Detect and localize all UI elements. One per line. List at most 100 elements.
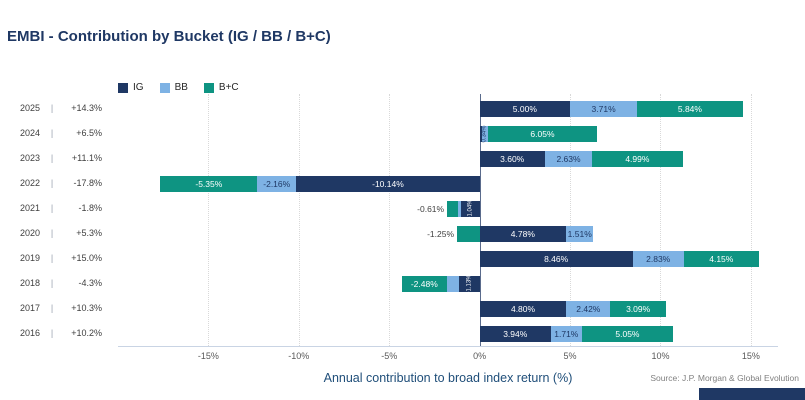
legend-swatch-IG bbox=[118, 82, 128, 93]
bar-label: 3.09% bbox=[626, 303, 651, 314]
bar-2018-IG: -1.13% bbox=[459, 273, 480, 294]
bar-2019-B+C: 4.15% bbox=[683, 250, 759, 267]
year-label: 2023 bbox=[20, 153, 41, 163]
source-note: Source: J.P. Morgan & Global Evolution bbox=[650, 373, 799, 383]
row-total: +5.3% bbox=[76, 228, 102, 238]
year-label: 2020 bbox=[20, 228, 41, 238]
legend-label: B+C bbox=[218, 82, 239, 93]
bar-2025-IG: 5.00% bbox=[479, 100, 571, 117]
x-tick-10%: 10% bbox=[651, 351, 670, 361]
row-total: +6.5% bbox=[76, 128, 102, 138]
bar-2017-B+C: 3.09% bbox=[610, 300, 667, 317]
bar-label: 3.94% bbox=[503, 328, 528, 339]
bar-2017-IG: 4.80% bbox=[479, 300, 567, 317]
legend-item-BB: BB bbox=[159, 82, 188, 93]
x-tick-15%: 15% bbox=[741, 351, 760, 361]
bar-2024-BB: 0.34% bbox=[481, 125, 488, 142]
legend-label: BB bbox=[174, 82, 188, 93]
gridline-10% bbox=[660, 94, 662, 346]
year-label: 2021 bbox=[20, 203, 41, 213]
bar-2018-B+C: -2.48% bbox=[401, 275, 447, 292]
bar-2019-IG: 8.46% bbox=[479, 250, 633, 267]
x-tick-0%: 0% bbox=[473, 351, 487, 361]
bar-label: 4.99% bbox=[625, 153, 650, 164]
gridline-0% bbox=[479, 94, 481, 346]
bar-label-outside: -0.61% bbox=[417, 204, 445, 214]
year-label: 2024 bbox=[20, 128, 41, 138]
bar-2021-B+C bbox=[447, 200, 459, 217]
bar-2019-BB: 2.83% bbox=[632, 250, 684, 267]
row-total: +10.2% bbox=[71, 328, 102, 338]
gridline--15% bbox=[208, 94, 210, 346]
bar-2021-IG: -1.04% bbox=[460, 199, 480, 218]
separator: | bbox=[50, 278, 54, 288]
row-label-2018: 2018 | -4.3% bbox=[20, 278, 102, 289]
separator: | bbox=[50, 103, 54, 113]
bar-2022-IG: -10.14% bbox=[296, 175, 480, 192]
bar-2025-B+C: 5.84% bbox=[637, 100, 743, 117]
bar-2023-B+C: 4.99% bbox=[592, 150, 683, 167]
bar-label: -10.14% bbox=[372, 178, 404, 189]
bar-label: -1.13% bbox=[466, 273, 473, 294]
bar-label: 5.00% bbox=[512, 103, 537, 114]
bar-label: 3.71% bbox=[591, 103, 616, 114]
separator: | bbox=[50, 228, 54, 238]
year-label: 2025 bbox=[20, 103, 41, 113]
bar-label: 8.46% bbox=[544, 253, 569, 264]
bar-2023-BB: 2.63% bbox=[544, 150, 593, 167]
bar-2020-B+C bbox=[457, 225, 480, 242]
row-total: +10.3% bbox=[71, 303, 102, 313]
bar-label: 2.63% bbox=[556, 153, 581, 164]
row-label-2025: 2025 | +14.3% bbox=[20, 103, 102, 114]
row-label-2022: 2022 | -17.8% bbox=[20, 178, 102, 189]
logo-bar bbox=[699, 388, 805, 400]
bar-label-outside: -1.25% bbox=[427, 229, 455, 239]
row-label-2021: 2021 | -1.8% bbox=[20, 203, 102, 214]
row-label-2017: 2017 | +10.3% bbox=[20, 303, 102, 314]
legend-item-B+C: B+C bbox=[203, 82, 239, 93]
bar-label: 1.71% bbox=[554, 328, 579, 339]
bar-label: -2.48% bbox=[410, 278, 438, 289]
legend: IG BB B+C bbox=[118, 82, 239, 93]
bar-label: 3.60% bbox=[500, 153, 525, 164]
legend-item-IG: IG bbox=[118, 82, 144, 93]
separator: | bbox=[50, 153, 54, 163]
bar-2023-IG: 3.60% bbox=[479, 150, 545, 167]
bar-label: 4.78% bbox=[510, 228, 535, 239]
row-label-2016: 2016 | +10.2% bbox=[20, 328, 102, 339]
bar-2021-BB bbox=[458, 200, 461, 217]
row-label-2020: 2020 | +5.3% bbox=[20, 228, 102, 239]
chart-title: EMBI - Contribution by Bucket (IG / BB /… bbox=[7, 28, 331, 45]
bar-2017-BB: 2.42% bbox=[566, 300, 611, 317]
row-label-2024: 2024 | +6.5% bbox=[20, 128, 102, 139]
x-tick--10%: -10% bbox=[288, 351, 310, 361]
separator: | bbox=[50, 253, 54, 263]
legend-swatch-B+C bbox=[203, 82, 214, 93]
row-total: +14.3% bbox=[71, 103, 102, 113]
x-tick--15%: -15% bbox=[197, 351, 219, 361]
bar-label: 4.80% bbox=[510, 303, 536, 314]
x-axis-title: Annual contribution to broad index retur… bbox=[323, 371, 573, 385]
bar-label: 5.05% bbox=[615, 328, 640, 339]
x-axis-line bbox=[118, 346, 778, 347]
bar-label: 4.15% bbox=[709, 253, 734, 264]
separator: | bbox=[50, 303, 54, 313]
bar-label: 1.51% bbox=[567, 228, 592, 239]
separator: | bbox=[50, 178, 54, 188]
bar-2022-B+C: -5.35% bbox=[160, 175, 258, 192]
row-total: -4.3% bbox=[78, 278, 102, 288]
bar-label: 2.42% bbox=[576, 303, 601, 314]
x-tick--5%: -5% bbox=[381, 351, 398, 361]
row-total: -17.8% bbox=[73, 178, 102, 188]
bar-2024-B+C: 6.05% bbox=[487, 125, 598, 142]
bar-label: 6.05% bbox=[530, 128, 555, 139]
bar-2018-BB bbox=[446, 275, 460, 292]
separator: | bbox=[50, 328, 54, 338]
gridline--10% bbox=[298, 94, 300, 346]
legend-swatch-BB bbox=[159, 82, 170, 93]
row-total: +11.1% bbox=[71, 153, 102, 163]
year-label: 2018 bbox=[20, 278, 41, 288]
bar-label: 5.84% bbox=[677, 103, 702, 114]
